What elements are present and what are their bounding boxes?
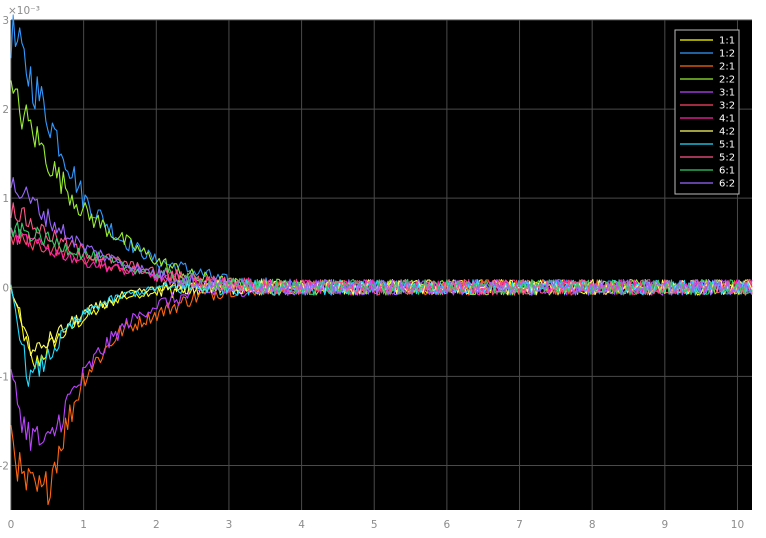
x-tick-label: 2 (153, 519, 160, 531)
legend-label: 6:2 (719, 179, 735, 190)
x-tick-label: 8 (589, 519, 596, 531)
series-line-6-1 (10, 221, 753, 296)
x-tick-label: 3 (226, 519, 233, 531)
x-tick-label: 4 (298, 519, 305, 531)
legend-label: 5:2 (719, 153, 735, 164)
y-tick-label: -1 (0, 371, 9, 383)
legend-label: 4:1 (719, 114, 735, 125)
x-tick-label: 10 (731, 519, 744, 531)
legend-label: 3:2 (719, 101, 735, 112)
legend-box (674, 29, 740, 195)
y-exponent-label: ×10⁻³ (8, 5, 40, 17)
x-tick-label: 0 (8, 519, 15, 531)
x-tick-label: 6 (444, 519, 451, 531)
y-tick-label: 1 (2, 193, 9, 205)
x-tick-label: 1 (80, 519, 87, 531)
legend-label: 3:1 (719, 88, 735, 99)
series-line-6-2 (10, 177, 753, 296)
y-tick-label: -2 (0, 460, 9, 472)
legend-label: 1:2 (719, 49, 735, 60)
legend: 1:1 1:2 2:1 2:2 3:1 3:2 4:1 4:2 5:1 5:2 6:1 6:2 (674, 29, 740, 195)
x-tick-label: 5 (371, 519, 378, 531)
legend-label: 4:2 (719, 127, 735, 138)
legend-label: 2:1 (719, 62, 735, 73)
y-tick-label: 3 (2, 15, 9, 27)
series-layer (10, 14, 753, 506)
legend-label: 2:2 (719, 75, 735, 86)
x-tick-label: 7 (516, 519, 523, 531)
x-tick-label: 9 (661, 519, 668, 531)
legend-label: 1:1 (719, 36, 735, 47)
tick-labels: 0 1 2 3 4 5 6 7 8 9 10 -2 -1 0 1 2 3 (0, 15, 744, 531)
y-tick-label: 0 (2, 282, 9, 294)
legend-label: 6:1 (719, 166, 735, 177)
y-tick-label: 2 (2, 104, 9, 116)
legend-label: 5:1 (719, 140, 735, 151)
